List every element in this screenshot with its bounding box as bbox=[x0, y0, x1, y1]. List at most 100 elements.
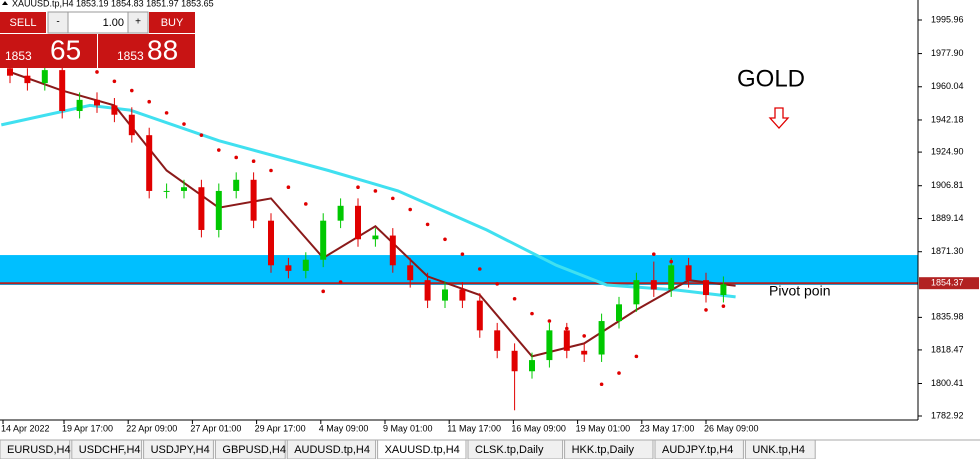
candle-body bbox=[24, 75, 31, 84]
y-tick-label: 1906.81 bbox=[931, 180, 964, 190]
sar-dot bbox=[130, 88, 134, 93]
candle-body bbox=[616, 304, 622, 322]
y-tick-label: 1924.90 bbox=[931, 146, 964, 156]
tab-label: HKK.tp,Daily bbox=[572, 444, 635, 456]
candle-body bbox=[268, 220, 274, 266]
header-icon bbox=[2, 1, 8, 5]
tab-label: XAUUSD.tp,H4 bbox=[385, 444, 460, 456]
x-tick-label: 9 May 01:00 bbox=[383, 423, 433, 433]
sar-dot bbox=[425, 222, 430, 227]
tab-label: GBPUSD,H4 bbox=[222, 444, 286, 456]
sar-dot bbox=[321, 289, 326, 294]
sar-dot bbox=[164, 111, 169, 115]
sar-dot bbox=[704, 308, 708, 312]
tab-label: AUDUSD.tp,H4 bbox=[294, 444, 370, 456]
candle-body bbox=[511, 350, 518, 372]
tab-label: AUDJPY.tp,H4 bbox=[662, 444, 733, 456]
sar-dot bbox=[269, 168, 273, 173]
candle-body bbox=[285, 265, 292, 271]
candle-body bbox=[337, 205, 344, 221]
pivot-label: Pivot poin bbox=[769, 283, 830, 299]
tab-label: CLSK.tp,Daily bbox=[475, 444, 544, 456]
y-tick-label: 1871.30 bbox=[931, 246, 964, 256]
price-tag bbox=[919, 277, 979, 290]
sell-label: SELL bbox=[10, 17, 37, 29]
sar-dot bbox=[304, 202, 308, 206]
y-tick-label: 1818.47 bbox=[931, 344, 964, 354]
tab-label: USDJPY,H4 bbox=[151, 444, 210, 456]
lot-minus-label: - bbox=[56, 17, 59, 28]
candle-body bbox=[146, 135, 153, 191]
x-tick-label: 4 May 09:00 bbox=[319, 423, 369, 433]
candle-body bbox=[320, 220, 327, 260]
sar-dot bbox=[669, 259, 673, 264]
sar-dot bbox=[478, 267, 482, 271]
candle-body bbox=[389, 235, 396, 266]
sar-dot bbox=[182, 122, 186, 126]
x-tick-label: 26 May 09:00 bbox=[704, 423, 759, 433]
lot-value: 1.00 bbox=[103, 17, 124, 29]
buy-label: BUY bbox=[161, 17, 184, 29]
candle-body bbox=[215, 190, 222, 230]
candle-body bbox=[302, 259, 309, 271]
sar-dot bbox=[617, 371, 621, 375]
candle-body bbox=[720, 284, 727, 296]
candle-body bbox=[41, 70, 48, 84]
sar-dot bbox=[286, 185, 291, 190]
sar-dot bbox=[530, 311, 534, 316]
sell-price-small: 1853 bbox=[5, 49, 32, 63]
candle-body bbox=[633, 280, 640, 305]
sar-dot bbox=[721, 304, 726, 308]
candle-body bbox=[372, 235, 379, 240]
sar-dot bbox=[391, 196, 395, 201]
x-tick-label: 27 Apr 01:00 bbox=[190, 423, 241, 433]
tab-label: EURUSD,H4 bbox=[7, 444, 71, 456]
x-tick-label: 22 Apr 09:00 bbox=[126, 423, 177, 433]
sell-price[interactable] bbox=[0, 34, 97, 68]
sar-dot bbox=[599, 382, 604, 387]
sar-dot bbox=[147, 99, 151, 104]
header: XAUUSD.tp,H4 1853.19 1854.83 1851.97 185… bbox=[12, 0, 214, 8]
y-tick-label: 1889.14 bbox=[931, 213, 964, 223]
x-tick-label: 29 Apr 17:00 bbox=[255, 423, 306, 433]
y-tick-label: 1960.04 bbox=[931, 81, 964, 91]
buy-price-big: 88 bbox=[147, 34, 178, 65]
sell-button[interactable] bbox=[0, 12, 46, 33]
buy-price-small: 1853 bbox=[117, 49, 144, 63]
y-tick-label: 1977.90 bbox=[931, 48, 964, 58]
buy-button[interactable] bbox=[149, 12, 195, 33]
candle-body bbox=[668, 265, 675, 290]
candle-body bbox=[198, 187, 205, 230]
candle-body bbox=[111, 105, 118, 115]
candle-body bbox=[685, 265, 692, 281]
sar-dot bbox=[338, 280, 343, 284]
price-tag-label: 1854.37 bbox=[931, 278, 964, 288]
candle-body bbox=[59, 70, 66, 112]
sar-dot bbox=[356, 185, 360, 190]
y-tick-label: 1835.98 bbox=[931, 312, 964, 322]
sar-dot bbox=[217, 148, 221, 152]
tab-label: USDCHF,H4 bbox=[79, 444, 141, 456]
buy-price[interactable] bbox=[98, 34, 195, 68]
candle-body bbox=[650, 280, 657, 290]
candle-body bbox=[494, 330, 501, 351]
sar-dot bbox=[408, 207, 413, 212]
sell-price-big: 65 bbox=[50, 34, 81, 65]
gold-annotation: GOLD bbox=[737, 65, 805, 92]
sar-dot bbox=[512, 296, 517, 301]
support-zone bbox=[0, 255, 918, 285]
candle-body bbox=[181, 187, 187, 191]
candle-body bbox=[233, 179, 240, 191]
sar-dot bbox=[547, 319, 552, 323]
candle-body bbox=[128, 114, 135, 136]
lot-plus-label: + bbox=[135, 17, 141, 28]
candle-body bbox=[529, 360, 535, 372]
sar-dot bbox=[495, 282, 500, 286]
y-tick-label: 1995.96 bbox=[931, 14, 964, 24]
lot-plus[interactable] bbox=[127, 11, 149, 34]
sar-dot bbox=[251, 159, 256, 163]
candle-body bbox=[563, 330, 570, 351]
candle-body bbox=[250, 179, 257, 221]
